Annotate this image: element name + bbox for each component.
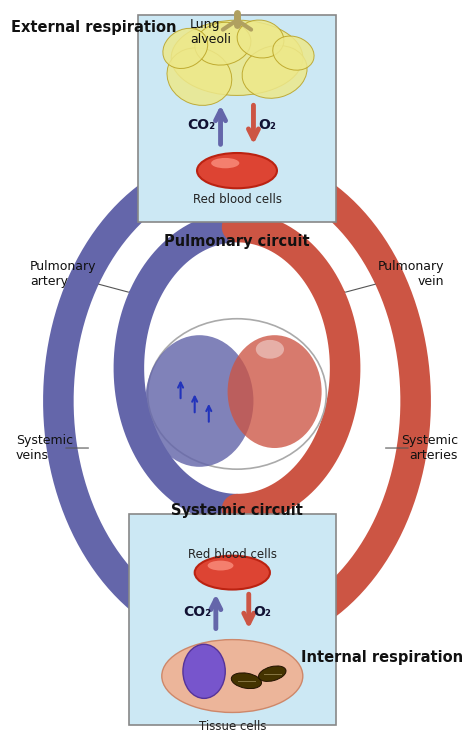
Ellipse shape — [258, 666, 286, 682]
Text: CO₂: CO₂ — [183, 605, 211, 618]
Ellipse shape — [197, 153, 277, 188]
Text: CO₂: CO₂ — [188, 118, 216, 131]
Text: Red blood cells: Red blood cells — [192, 193, 282, 206]
Text: Systemic circuit: Systemic circuit — [171, 504, 303, 519]
Polygon shape — [50, 453, 74, 482]
FancyBboxPatch shape — [129, 514, 336, 726]
Ellipse shape — [163, 29, 208, 69]
Ellipse shape — [256, 340, 284, 359]
Text: O₂: O₂ — [258, 118, 276, 131]
Text: Pulmonary circuit: Pulmonary circuit — [164, 234, 310, 249]
Polygon shape — [130, 291, 155, 320]
Polygon shape — [319, 291, 344, 320]
Text: Systemic
arteries: Systemic arteries — [401, 434, 458, 462]
Ellipse shape — [208, 561, 234, 571]
Text: External respiration: External respiration — [11, 20, 177, 35]
Ellipse shape — [171, 20, 303, 95]
Text: Lung
alveoli: Lung alveoli — [190, 18, 231, 46]
Ellipse shape — [211, 158, 239, 168]
Ellipse shape — [183, 644, 225, 698]
Ellipse shape — [228, 335, 322, 448]
FancyBboxPatch shape — [138, 16, 336, 223]
Ellipse shape — [195, 556, 270, 590]
Ellipse shape — [231, 673, 262, 689]
Text: Systemic
veins: Systemic veins — [16, 434, 73, 462]
Ellipse shape — [148, 319, 326, 469]
Polygon shape — [400, 453, 424, 482]
Ellipse shape — [242, 45, 307, 98]
Text: O₂: O₂ — [254, 605, 271, 618]
Ellipse shape — [146, 335, 254, 467]
Ellipse shape — [162, 639, 303, 713]
Ellipse shape — [195, 23, 251, 65]
Text: Pulmonary
vein: Pulmonary vein — [377, 260, 444, 288]
Text: Pulmonary
artery: Pulmonary artery — [30, 260, 97, 288]
Text: Tissue cells: Tissue cells — [199, 720, 266, 733]
Text: Internal respiration: Internal respiration — [301, 650, 463, 665]
Ellipse shape — [167, 48, 232, 106]
Ellipse shape — [237, 20, 284, 58]
Text: Red blood cells: Red blood cells — [188, 547, 277, 561]
Ellipse shape — [273, 36, 314, 70]
